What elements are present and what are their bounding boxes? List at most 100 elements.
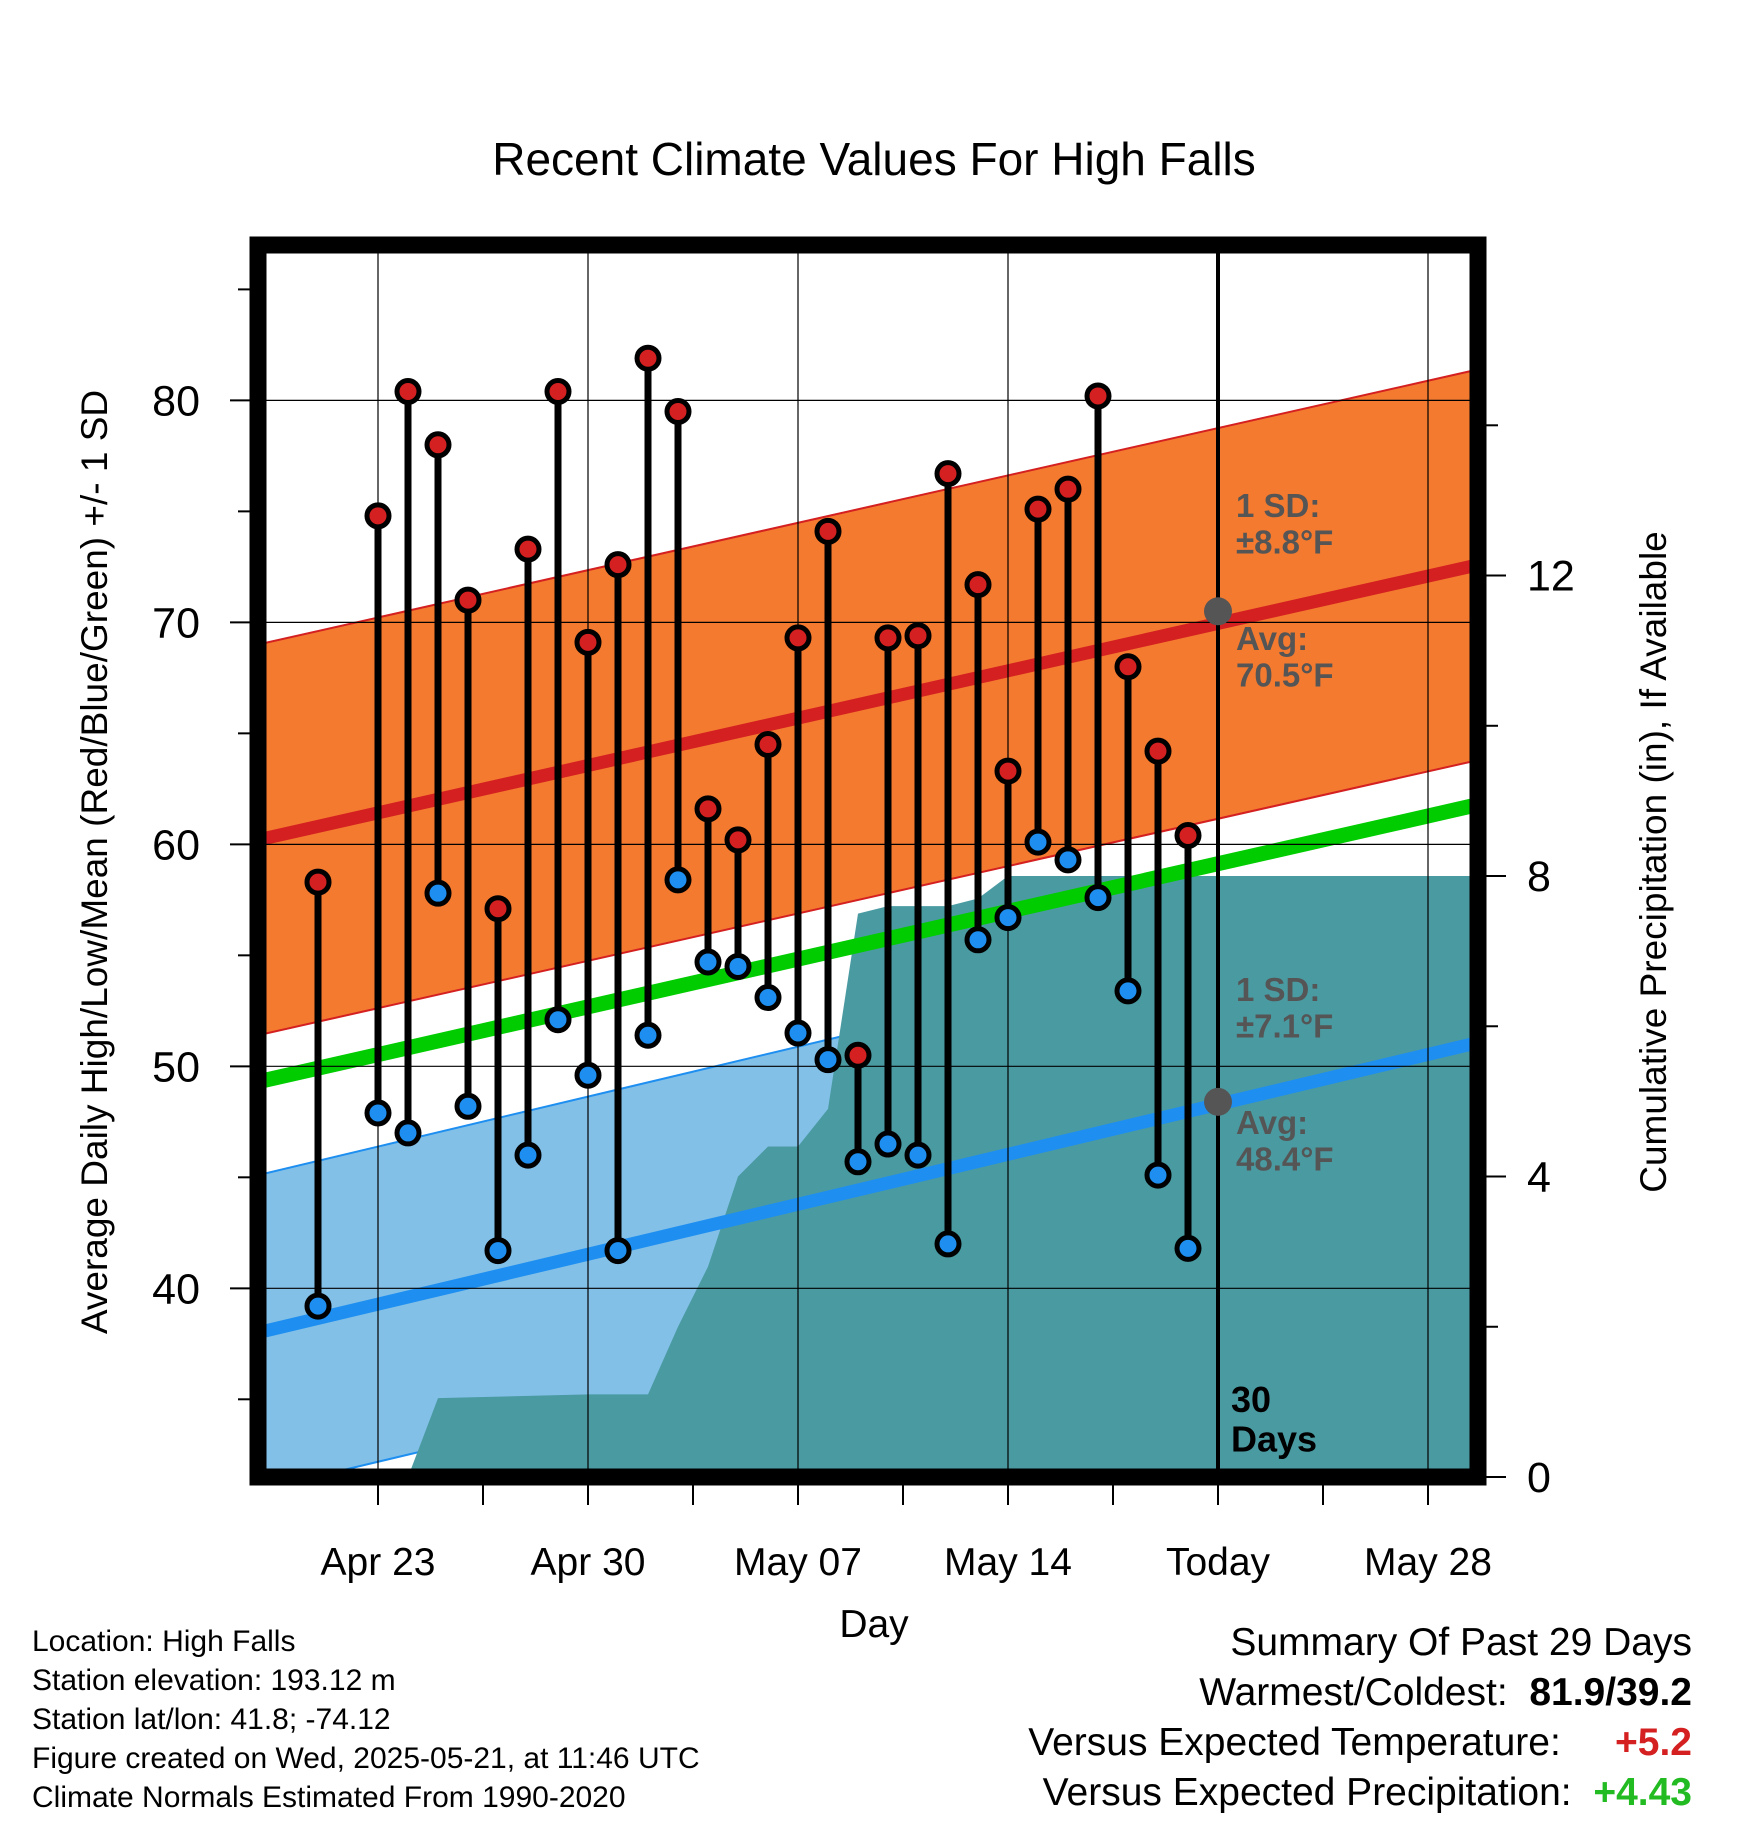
daily-high-point [814,517,842,545]
plot-frame [249,236,1487,1486]
daily-low-point [874,1130,902,1158]
y2-axis-label: Cumulative Precipitation (in), If Availa… [1633,531,1674,1193]
x-tick-label: Apr 30 [531,1541,646,1584]
normal-low-line [258,1035,1478,1340]
plot-content [258,245,1478,1477]
daily-high-point [394,378,422,406]
daily-high-point [604,551,632,579]
summary-panel: Summary Of Past 29 Days Warmest/Coldest:… [1028,1618,1692,1818]
station-info: Location: High Falls Station elevation: … [32,1622,700,1817]
daily-low-point [814,1046,842,1074]
daily-high-point [934,460,962,488]
y2-tick-label: 12 [1527,553,1575,601]
daily-high-point [874,624,902,652]
daily-low-point [904,1141,932,1169]
daily-low-point [1084,884,1112,912]
daily-low-point [1024,828,1052,856]
daily-high-point [1114,653,1142,681]
warm-cold-value: 81.9/39.2 [1529,1671,1692,1714]
daily-low-point [304,1292,332,1320]
daily-high-point [754,730,782,758]
plot-area: 1 SD: ±8.8°F Avg: 70.5°F 1 SD: ±7.1°F Avg: 48.4… [152,236,1575,1584]
low-sd-annotation: 1 SD: ±7.1°F [1236,971,1333,1044]
y-axis-label: Average Daily High/Low/Mean (Red/Blue/Gr… [74,390,115,1334]
y2-tick-label: 0 [1527,1454,1551,1502]
daily-low-point [634,1021,662,1049]
latlon-text: Station lat/lon: 41.8; -74.12 [32,1703,391,1736]
daily-high-point [664,397,692,425]
normals-text: Climate Normals Estimated From 1990-2020 [32,1781,626,1814]
x-tick-label: May 07 [734,1541,862,1584]
y-tick-label: 70 [152,599,200,647]
daily-high-point [1084,382,1112,410]
precip-vs-expected-label: Versus Expected Precipitation: [1042,1771,1572,1814]
daily-high-point [1024,495,1052,523]
daily-low-point [844,1148,872,1176]
daily-high-point [544,378,572,406]
daily-high-point [514,535,542,563]
y-tick-label: 50 [152,1043,200,1091]
x-tick-label: May 14 [944,1541,1072,1584]
temp-vs-expected-label: Versus Expected Temperature: [1028,1721,1561,1764]
daily-high-point [304,868,332,896]
daily-low-point [514,1141,542,1169]
daily-low-point [754,984,782,1012]
daily-low-point [1114,977,1142,1005]
chart-title: Recent Climate Values For High Falls [492,133,1256,185]
daily-low-point [784,1019,812,1047]
daily-high-point [364,502,392,530]
y2-tick-label: 8 [1527,853,1551,901]
daily-low-point [994,904,1022,932]
daily-low-point [724,952,752,980]
daily-low-point [604,1237,632,1265]
today-high-avg-marker [1204,597,1232,626]
daily-low-point [1144,1161,1172,1189]
daily-high-point [1144,737,1172,765]
daily-low-point [574,1061,602,1089]
summary-heading: Summary Of Past 29 Days [1230,1621,1692,1664]
temp-vs-expected-value: +5.2 [1615,1721,1692,1764]
daily-high-point [454,586,482,614]
daily-high-point [844,1041,872,1069]
x-tick-label: May 28 [1364,1541,1492,1584]
daily-high-point [634,344,662,372]
daily-high-point [724,826,752,854]
precip-vs-expected-value: +4.43 [1593,1771,1692,1814]
daily-low-point [1174,1234,1202,1262]
y-tick-label: 40 [152,1265,200,1313]
daily-high-point [694,795,722,823]
warm-cold-label: Warmest/Coldest: [1199,1671,1508,1714]
daily-high-point [574,628,602,656]
daily-low-point [934,1230,962,1258]
location-text: Location: High Falls [32,1625,296,1658]
daily-high-point [964,571,992,599]
today-low-avg-marker [1204,1087,1232,1116]
daily-low-point [364,1099,392,1127]
y-tick-label: 80 [152,377,200,425]
y-tick-label: 60 [152,821,200,869]
daily-high-point [1174,821,1202,849]
daily-low-point [1054,846,1082,874]
daily-low-point [394,1119,422,1147]
elevation-text: Station elevation: 193.12 m [32,1664,396,1697]
daily-high-point [904,622,932,650]
high-avg-annotation: Avg: 70.5°F [1236,620,1334,693]
daily-high-point [1054,475,1082,503]
daily-low-point [964,926,992,954]
daily-low-point [424,879,452,907]
daily-low-point [544,1006,572,1034]
daily-high-point [994,757,1022,785]
daily-low-point [454,1092,482,1120]
daily-low-point [664,866,692,894]
high-sd-annotation: 1 SD: ±8.8°F [1236,487,1333,560]
today-days-label: 30 Days [1231,1379,1317,1460]
daily-high-point [784,624,812,652]
x-tick-label: Apr 23 [321,1541,436,1584]
x-tick-label: Today [1166,1541,1271,1584]
created-text: Figure created on Wed, 2025-05-21, at 11… [32,1742,700,1775]
x-axis-label: Day [839,1603,909,1646]
daily-low-point [484,1237,512,1265]
low-avg-annotation: Avg: 48.4°F [1236,1104,1334,1177]
cumulative-precip-area [408,876,1478,1477]
